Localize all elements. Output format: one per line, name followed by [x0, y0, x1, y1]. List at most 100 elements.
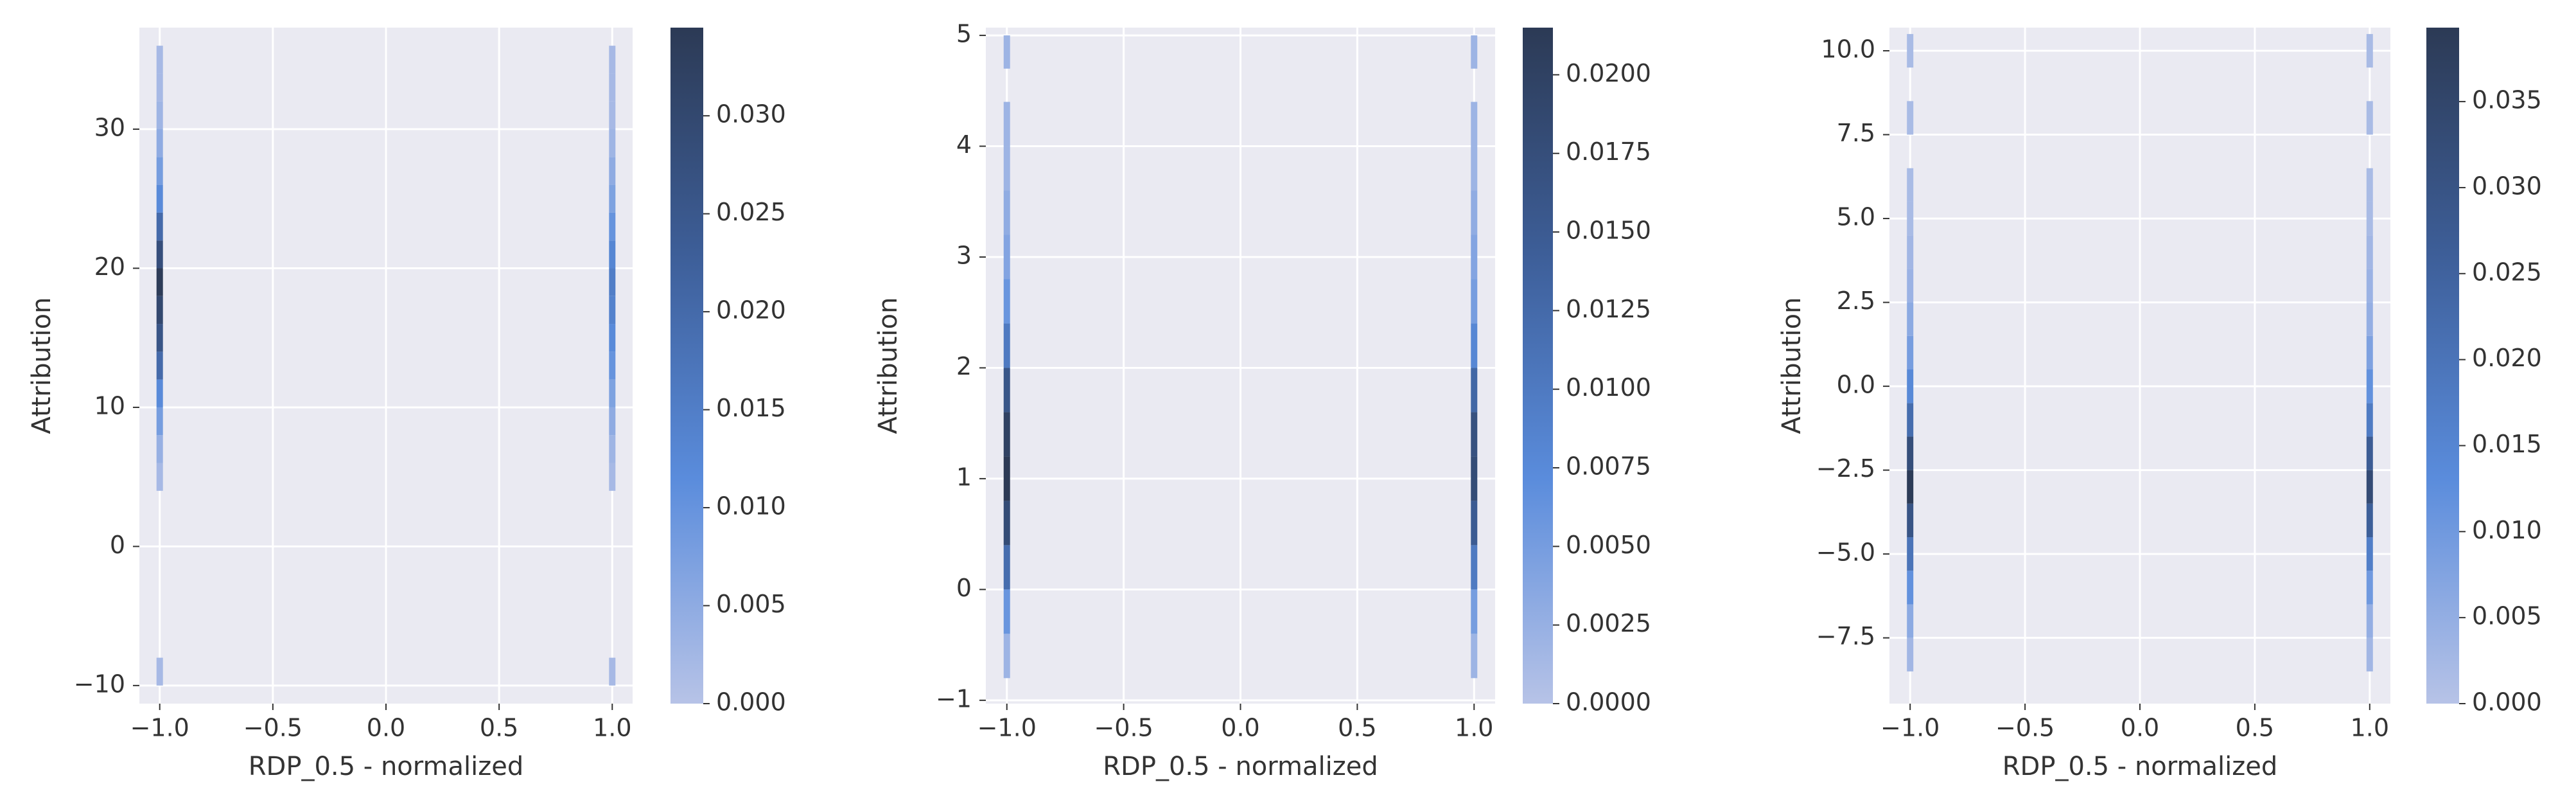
colorbar-tick-label: 0.005 — [716, 590, 786, 618]
hist-cell — [2366, 403, 2373, 437]
colorbar-tick-label: 0.0000 — [1566, 688, 1651, 716]
hist-cell — [1907, 269, 1914, 303]
hist-cell — [1907, 571, 1914, 605]
hist-cell — [609, 240, 616, 269]
hist-cell — [156, 407, 163, 436]
hist-cell — [1471, 501, 1478, 546]
hist-cell — [1907, 201, 1914, 236]
colorbar-tick-label: 0.0075 — [1566, 452, 1651, 481]
y-tick-label: 5.0 — [1837, 203, 1875, 231]
colorbar-tick-label: 0.030 — [716, 100, 786, 129]
hist-cell — [2366, 168, 2373, 202]
colorbar — [1523, 28, 1553, 704]
y-tick-label: −7.5 — [1816, 622, 1875, 650]
hist-cell — [1907, 403, 1914, 437]
hist-cell — [1471, 146, 1478, 191]
hist-cell — [1003, 146, 1010, 191]
hist-cell — [1907, 235, 1914, 269]
colorbar-tick-label: 0.0150 — [1566, 217, 1651, 245]
colorbar-tick-label: 0.020 — [716, 296, 786, 324]
x-tick-label: 0.5 — [480, 714, 518, 742]
hist-cell — [156, 212, 163, 241]
hist-cell — [1907, 335, 1914, 370]
colorbar-tick-label: 0.035 — [2472, 86, 2542, 114]
hist-cell — [1003, 412, 1010, 457]
hist-cell — [156, 657, 163, 686]
colorbar-tick-label: 0.010 — [716, 492, 786, 520]
panel: −1.0 −0.5 0.0 0.5 1.0 −10 0 10 20 30 RDP_0.5 - nor… — [27, 28, 786, 781]
hist-cell — [2366, 637, 2373, 671]
y-tick-label: 1 — [956, 463, 972, 491]
hist-cell — [1003, 456, 1010, 501]
hist-cell — [1907, 503, 1914, 538]
hist-cell — [2366, 201, 2373, 236]
hist-cell — [609, 296, 616, 324]
hist-cell — [1471, 545, 1478, 590]
hist-cell — [609, 129, 616, 157]
hist-cell — [1003, 545, 1010, 590]
hist-cell — [609, 657, 616, 686]
y-tick-label: 30 — [94, 114, 125, 142]
y-tick-label: 5 — [956, 20, 972, 48]
panel: −1.0 −0.5 0.0 0.5 1.0 −7.5 −5.0 −2.5 0.0 2.5 5.0 7.… — [1777, 28, 2542, 781]
x-tick-label: 0.0 — [367, 714, 405, 742]
x-tick-label: 0.0 — [1221, 714, 1259, 742]
colorbar-tick-label: 0.025 — [716, 198, 786, 226]
hist-cell — [1003, 279, 1010, 324]
y-tick-label: −10 — [74, 670, 125, 698]
hist-cell — [609, 268, 616, 296]
hist-cell — [2366, 369, 2373, 404]
hist-cell — [1907, 537, 1914, 571]
hist-cell — [2366, 335, 2373, 370]
hist-cell — [1907, 168, 1914, 202]
hist-cell — [1003, 634, 1010, 679]
y-tick-label: 0 — [110, 531, 125, 559]
hist-cell — [156, 129, 163, 157]
hist-cell — [156, 73, 163, 102]
hist-cell — [156, 296, 163, 324]
hist-cell — [2366, 470, 2373, 504]
hist-cell — [1471, 279, 1478, 324]
x-tick-label: −1.0 — [130, 714, 189, 742]
x-tick-label: −0.5 — [1995, 714, 2055, 742]
hist-cell — [609, 463, 616, 491]
x-axis-label: RDP_0.5 - normalized — [2002, 752, 2277, 781]
hist-cell — [156, 157, 163, 185]
hist-cell — [1003, 102, 1010, 147]
x-tick-label: −1.0 — [1880, 714, 1940, 742]
y-tick-label: 10 — [94, 391, 125, 420]
hist-cell — [609, 101, 616, 130]
hist-cell — [609, 46, 616, 74]
colorbar-tick-label: 0.005 — [2472, 602, 2542, 630]
hist-cell — [2366, 503, 2373, 538]
x-tick-label: 1.0 — [593, 714, 631, 742]
hist-cell — [609, 407, 616, 436]
hist-cell — [609, 435, 616, 463]
hist-cell — [1003, 235, 1010, 280]
hist-cell — [1003, 35, 1010, 69]
hist-cell — [609, 351, 616, 380]
y-tick-label: 2.5 — [1837, 287, 1875, 315]
colorbar-tick-label: 0.0175 — [1566, 138, 1651, 166]
y-tick-label: 20 — [94, 253, 125, 281]
hist-cell — [2366, 604, 2373, 638]
y-axis-label: Attribution — [1777, 298, 1807, 434]
colorbar-tick-label: 0.0050 — [1566, 531, 1651, 559]
hist-cell — [1907, 369, 1914, 404]
colorbar-tick-label: 0.015 — [2472, 430, 2542, 458]
y-tick-label: 10.0 — [1821, 35, 1875, 64]
hist-cell — [1471, 589, 1478, 634]
colorbar-tick-label: 0.000 — [716, 688, 786, 716]
hist-cell — [609, 73, 616, 102]
colorbar-tick-label: 0.0125 — [1566, 295, 1651, 323]
hist-cell — [156, 435, 163, 463]
hist-cell — [156, 101, 163, 130]
hist-cell — [1907, 436, 1914, 470]
hist-cell — [2366, 537, 2373, 571]
x-axis-label: RDP_0.5 - normalized — [249, 752, 523, 781]
hist-cell — [1471, 412, 1478, 457]
hist-cell — [156, 46, 163, 74]
hist-cell — [1907, 604, 1914, 638]
x-tick-label: 1.0 — [2351, 714, 2389, 742]
